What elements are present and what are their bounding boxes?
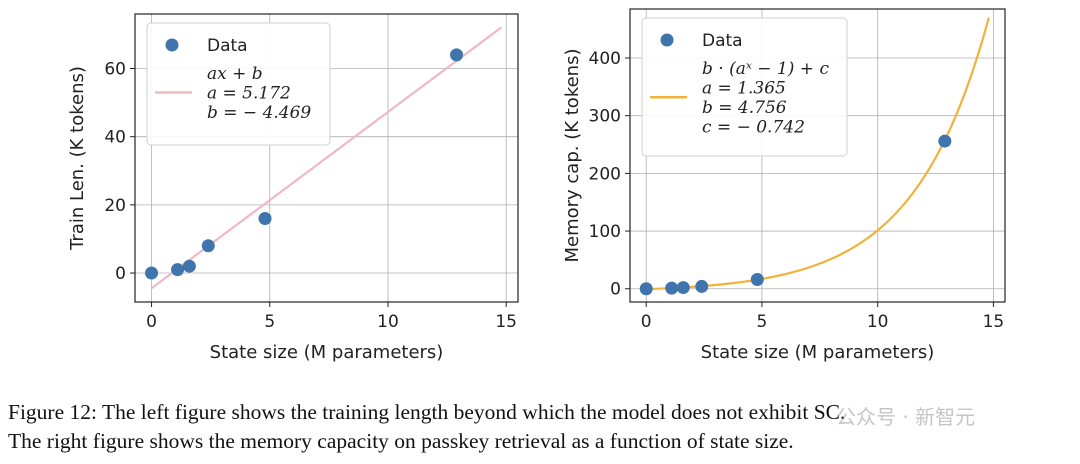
x-tick-label: 0 xyxy=(146,312,157,332)
data-point xyxy=(665,281,679,295)
x-axis-label: State size (M parameters) xyxy=(210,342,444,363)
watermark: 公众号 · 新智元 xyxy=(836,405,976,429)
x-tick-label: 5 xyxy=(264,312,275,332)
axis-ticks: 0 5 10 15 0 20 40 60 xyxy=(104,60,517,332)
y-tick-label: 100 xyxy=(589,222,621,242)
y-axis-label: Memory cap. (K tokens) xyxy=(562,48,583,262)
x-axis-label: State size (M parameters) xyxy=(701,342,935,363)
data-point xyxy=(182,259,196,273)
legend-fit-line-3: b = 4.756 xyxy=(702,98,787,118)
caption-line-2: The right figure shows the memory capaci… xyxy=(8,429,794,453)
y-tick-label: 40 xyxy=(104,128,126,148)
legend-label-data: Data xyxy=(207,36,248,56)
y-axis-label: Train Len. (K tokens) xyxy=(67,66,88,251)
data-point xyxy=(201,239,215,253)
chart-right: 0 5 10 15 0 100 200 300 400 State size (M parame… xyxy=(562,8,1006,363)
legend-fit-line-1: b · (aˣ − 1) + c xyxy=(702,59,829,79)
data-point xyxy=(750,273,764,287)
legend-box xyxy=(641,17,848,157)
data-point xyxy=(145,266,159,280)
legend-fit-line-1: ax + b xyxy=(207,64,263,84)
axis-ticks: 0 5 10 15 0 100 200 300 400 xyxy=(589,49,1005,332)
y-tick-label: 20 xyxy=(104,196,126,216)
data-point xyxy=(695,279,709,293)
gridlines xyxy=(630,9,1005,302)
x-tick-label: 0 xyxy=(641,312,652,332)
plot-frame xyxy=(134,13,519,303)
x-tick-label: 15 xyxy=(495,312,517,332)
legend-box xyxy=(146,22,331,146)
x-tick-label: 10 xyxy=(867,312,889,332)
data-point xyxy=(171,263,185,277)
x-tick-label: 10 xyxy=(377,312,399,332)
plot-frame xyxy=(629,8,1006,303)
data-point xyxy=(938,134,952,148)
data-point xyxy=(676,281,690,295)
data-point xyxy=(639,282,653,296)
figure-caption: Figure 12: The left figure shows the tra… xyxy=(8,398,1074,456)
legend-fit-line-4: c = − 0.742 xyxy=(702,118,805,138)
y-tick-label: 300 xyxy=(589,107,621,127)
x-tick-label: 15 xyxy=(983,312,1005,332)
data-points xyxy=(145,48,464,280)
y-tick-label: 200 xyxy=(589,164,621,184)
y-tick-label: 60 xyxy=(104,60,126,80)
data-point xyxy=(450,48,464,62)
x-tick-label: 5 xyxy=(757,312,768,332)
data-point xyxy=(258,211,272,225)
y-tick-label: 0 xyxy=(610,280,621,300)
y-tick-label: 400 xyxy=(589,49,621,69)
legend-marker-data xyxy=(165,38,179,52)
legend-marker-data xyxy=(660,33,674,47)
legend-label-data: Data xyxy=(702,31,743,51)
legend-fit-line-3: b = − 4.469 xyxy=(207,103,311,123)
caption-line-1: Figure 12: The left figure shows the tra… xyxy=(8,400,846,424)
legend-fit-line-2: a = 5.172 xyxy=(207,84,291,104)
data-points xyxy=(639,134,952,296)
legend-fit-line-2: a = 1.365 xyxy=(702,79,786,99)
y-tick-label: 0 xyxy=(115,264,126,284)
